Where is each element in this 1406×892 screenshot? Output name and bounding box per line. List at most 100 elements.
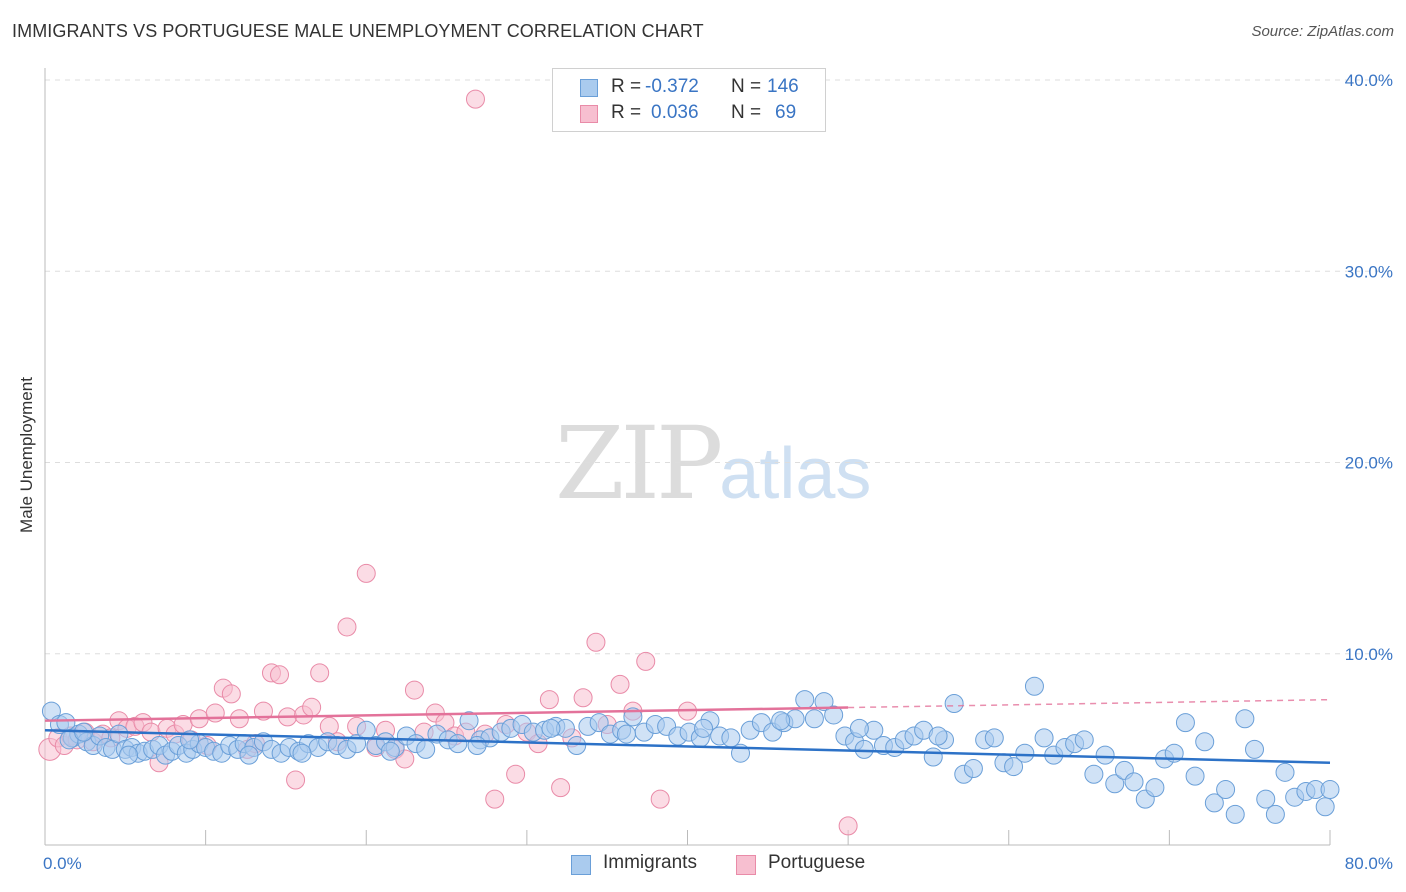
source-label: Source: ZipAtlas.com [1251,23,1394,40]
data-point [1245,739,1265,759]
data-point [1235,709,1255,729]
y-axis-tick-labels: 10.0% 20.0% 30.0% 40.0% [1345,71,1393,664]
data-point [1315,797,1335,817]
y-tick-label: 40.0% [1345,71,1393,90]
data-point [221,684,241,704]
data-point [302,697,322,717]
grid-lines [45,79,1392,655]
chart-title: IMMIGRANTS VS PORTUGUESE MALE UNEMPLOYME… [12,21,704,41]
data-point [650,789,670,809]
data-point [1175,713,1195,733]
data-point [1105,774,1125,794]
bottom-legend-swatch-portuguese [736,855,756,875]
data-point [1204,793,1224,813]
data-point [239,745,259,765]
data-point [551,778,571,798]
legend-r-value: 0.036 [651,102,699,123]
legend-row-portuguese: R = 0.036 N = 69 [553,102,825,126]
data-point [928,726,948,746]
data-point [448,734,468,754]
data-point [1124,772,1144,792]
data-point [838,816,858,836]
trend-lines [44,698,1331,765]
data-point [1034,728,1054,748]
data-point [1265,804,1285,824]
legend-n-value: 146 [767,76,799,97]
data-point [539,690,559,710]
data-point [205,703,225,723]
legend-swatch-immigrants [580,79,598,97]
y-axis-label: Male Unemployment [17,377,36,533]
x-tick-label: 80.0% [1345,854,1393,873]
legend-row-immigrants: R = -0.372 N = 146 [553,76,825,100]
data-point [1004,757,1024,777]
bottom-legend-swatch-immigrants [571,855,591,875]
legend-r-label: R = [611,76,642,97]
data-point [270,665,290,685]
bottom-legend-label-immigrants: Immigrants [603,852,697,873]
data-point [984,728,1004,748]
data-point [1024,676,1044,696]
data-point [567,736,587,756]
data-point [849,718,869,738]
data-point [795,690,815,710]
y-tick-label: 20.0% [1345,454,1393,473]
x-axis-ticks [44,830,1331,845]
data-point [923,747,943,767]
data-point [636,651,656,671]
data-point [854,739,874,759]
data-point [610,674,630,694]
legend-swatch-portuguese [580,105,598,123]
trend-line-immigrants [44,729,1331,765]
legend-n-label: N = [731,102,762,123]
data-point [586,632,606,652]
data-point [1195,732,1215,752]
data-point [814,692,834,712]
legend-n-value: 69 [775,102,797,123]
data-point [616,724,636,744]
data-point [963,759,983,778]
data-point [824,705,844,725]
data-point [356,720,376,740]
data-point [506,764,526,784]
data-point [1185,766,1205,786]
legend-r-value: -0.372 [645,76,699,97]
data-point [721,728,741,748]
data-point [1256,789,1276,809]
data-point [771,711,791,731]
trend-line-portuguese-extrapolated [848,698,1331,709]
legend-n-label: N = [731,76,762,97]
x-axis-tick-labels: 0.0% 80.0% [43,854,1393,873]
y-tick-label: 10.0% [1345,645,1393,664]
correlation-legend: R = -0.372 N = 146 R = 0.036 N = 69 [552,68,826,132]
legend-r-label: R = [611,102,642,123]
data-point [573,688,593,708]
data-point [180,730,200,750]
data-point [589,713,609,733]
data-point [337,617,357,637]
data-point [485,789,505,809]
data-point [465,89,485,109]
data-point [253,701,273,721]
data-point [804,709,824,729]
data-point [416,739,436,759]
data-point [310,663,330,683]
x-tick-label: 0.0% [43,854,82,873]
data-point [1216,780,1236,800]
data-point [404,680,424,700]
data-point [356,563,376,583]
watermark-atlas: atlas [719,434,872,514]
bottom-legend-label-portuguese: Portuguese [768,852,866,873]
data-point [1320,780,1340,800]
data-point [459,711,479,731]
data-point [694,718,714,738]
data-point [467,736,487,756]
watermark: ZIPatlas [555,405,871,522]
trend-line-portuguese [44,706,849,722]
data-point [1275,762,1295,782]
data-point [1074,730,1094,750]
data-point [1015,743,1035,763]
data-point [119,745,139,765]
data-point [286,770,306,790]
